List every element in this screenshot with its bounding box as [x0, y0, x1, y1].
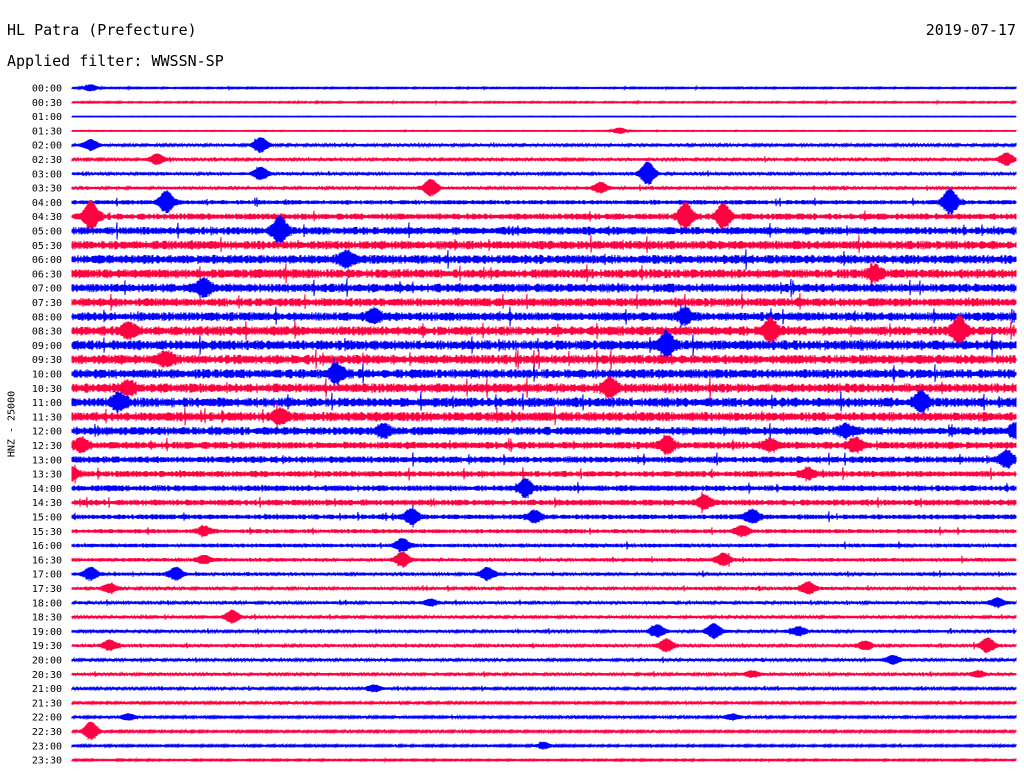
time-tick-label: 06:30	[32, 269, 62, 280]
time-tick-label: 10:30	[32, 384, 62, 395]
time-tick-label: 00:00	[32, 84, 62, 95]
time-tick-label: 18:00	[32, 598, 62, 609]
time-tick-label: 17:00	[32, 570, 62, 581]
time-tick-label: 13:00	[32, 455, 62, 466]
time-tick-label: 09:30	[32, 355, 62, 366]
time-tick-label: 09:00	[32, 341, 62, 352]
time-tick-label: 18:30	[32, 613, 62, 624]
time-tick-label: 15:30	[32, 527, 62, 538]
time-tick-label: 10:00	[32, 370, 62, 381]
time-tick-label: 06:00	[32, 255, 62, 266]
time-tick-label: 16:00	[32, 541, 62, 552]
time-tick-label: 14:00	[32, 484, 62, 495]
seismic-traces	[71, 84, 1017, 764]
time-tick-label: 23:30	[32, 756, 62, 767]
time-tick-label: 20:00	[32, 656, 62, 667]
record-date: 2019-07-17	[925, 21, 1016, 39]
time-tick-label: 07:00	[32, 284, 62, 295]
time-tick-label: 21:00	[32, 684, 62, 695]
time-tick-label: 03:00	[32, 169, 62, 180]
time-tick-label: 21:30	[32, 698, 62, 709]
filter-label: Applied filter: WWSSN-SP	[7, 52, 224, 70]
time-tick-label: 12:00	[32, 427, 62, 438]
seismic-trace-line	[71, 215, 1017, 244]
time-tick-label: 02:00	[32, 141, 62, 152]
time-tick-label: 12:30	[32, 441, 62, 452]
time-tick-label: 11:30	[32, 412, 62, 423]
time-tick-labels: 00:00 00:30 01:00 01:30 02:00 02:30 03:00 03:30…	[32, 84, 62, 767]
seismic-trace-line	[71, 375, 1017, 399]
seismic-trace-line	[71, 448, 1017, 469]
time-tick-label: 17:30	[32, 584, 62, 595]
time-tick-label: 19:30	[32, 641, 62, 652]
time-tick-label: 05:30	[32, 241, 62, 252]
time-tick-label: 22:30	[32, 727, 62, 738]
station-title: HL Patra (Prefecture)	[7, 21, 197, 39]
time-tick-label: 05:00	[32, 227, 62, 238]
time-tick-label: 14:30	[32, 498, 62, 509]
time-tick-label: 11:00	[32, 398, 62, 409]
time-tick-label: 02:30	[32, 155, 62, 166]
time-tick-label: 08:30	[32, 327, 62, 338]
seismic-trace-line	[71, 504, 1017, 528]
time-tick-label: 01:30	[32, 126, 62, 137]
time-tick-label: 20:30	[32, 670, 62, 681]
time-tick-label: 15:00	[32, 513, 62, 524]
time-tick-label: 04:00	[32, 198, 62, 209]
time-tick-label: 03:30	[32, 184, 62, 195]
time-tick-label: 04:30	[32, 212, 62, 223]
time-tick-label: 08:00	[32, 312, 62, 323]
time-tick-label: 22:00	[32, 713, 62, 724]
time-tick-label: 19:00	[32, 627, 62, 638]
seismic-trace-line	[71, 235, 1017, 253]
time-tick-label: 16:30	[32, 555, 62, 566]
time-tick-label: 23:00	[32, 741, 62, 752]
time-tick-label: 00:30	[32, 98, 62, 109]
time-tick-label: 13:30	[32, 470, 62, 481]
time-tick-label: 07:30	[32, 298, 62, 309]
time-tick-label: 01:00	[32, 112, 62, 123]
